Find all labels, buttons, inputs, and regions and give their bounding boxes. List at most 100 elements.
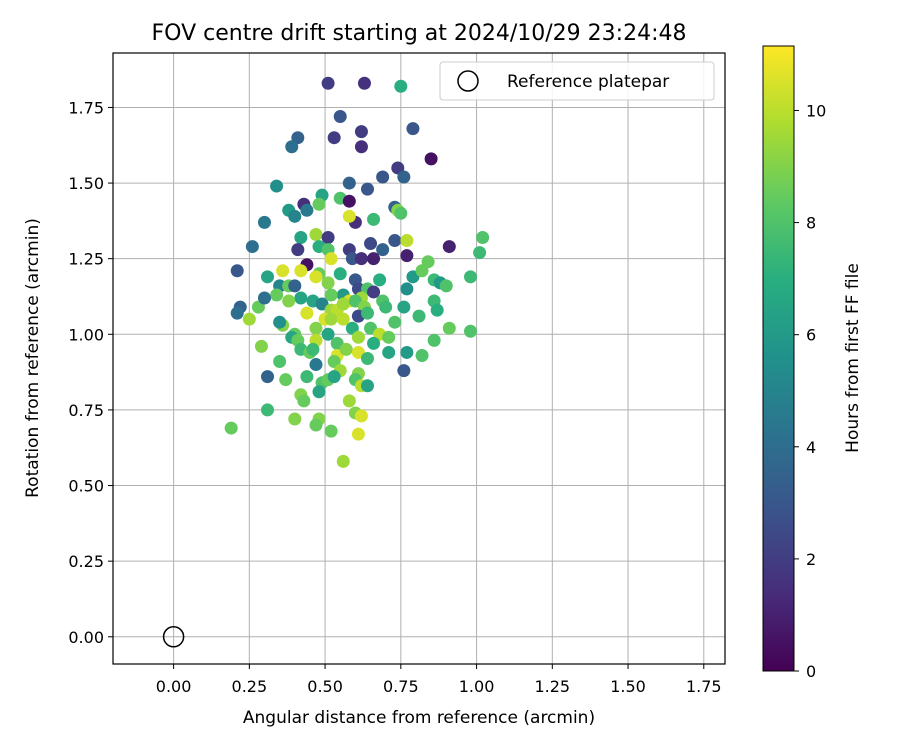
data-point-113 bbox=[321, 327, 335, 341]
data-point-89 bbox=[300, 306, 314, 320]
data-point-118 bbox=[442, 321, 456, 335]
data-point-36 bbox=[400, 234, 414, 248]
x-tick-label-0: 0.00 bbox=[156, 677, 192, 696]
data-point-162 bbox=[309, 418, 323, 432]
data-point-101 bbox=[230, 306, 244, 320]
data-point-70 bbox=[321, 276, 335, 290]
y-tick-label-6: 1.50 bbox=[68, 174, 104, 193]
x-tick-label-5: 1.25 bbox=[534, 677, 570, 696]
data-point-31 bbox=[342, 209, 356, 223]
data-point-27 bbox=[394, 206, 408, 220]
data-point-138 bbox=[273, 355, 287, 369]
data-point-50 bbox=[324, 252, 338, 266]
data-point-47 bbox=[473, 246, 487, 260]
data-point-136 bbox=[400, 345, 414, 359]
data-point-105 bbox=[324, 312, 338, 326]
data-point-158 bbox=[288, 412, 302, 426]
reference-platepar-marker bbox=[162, 626, 185, 648]
y-tick-label-1: 0.25 bbox=[68, 552, 104, 571]
data-point-1 bbox=[357, 76, 371, 90]
data-point-5 bbox=[327, 131, 341, 145]
x-axis-label: Angular distance from reference (arcmin) bbox=[243, 708, 595, 728]
y-axis-label: Rotation from reference (arcmin) bbox=[23, 218, 43, 498]
colorbar-tick-label-2: 4 bbox=[806, 438, 816, 457]
data-point-39 bbox=[291, 243, 305, 257]
data-point-15 bbox=[342, 176, 356, 190]
data-point-10 bbox=[424, 152, 438, 166]
colorbar: 0 2 4 6 8 10 Hours from first FF file bbox=[762, 45, 863, 681]
data-point-144 bbox=[261, 370, 275, 384]
data-point-117 bbox=[382, 330, 396, 344]
data-point-34 bbox=[321, 231, 335, 245]
data-point-35 bbox=[388, 234, 402, 248]
plot-frame bbox=[112, 52, 726, 665]
data-point-78 bbox=[294, 291, 308, 305]
data-point-23 bbox=[288, 209, 302, 223]
data-point-145 bbox=[279, 373, 293, 387]
scatter-points bbox=[224, 76, 490, 468]
x-tick-label-7: 1.75 bbox=[686, 677, 722, 696]
data-point-18 bbox=[312, 197, 326, 211]
data-point-163 bbox=[324, 424, 338, 438]
data-point-12 bbox=[397, 170, 411, 184]
data-point-13 bbox=[376, 170, 390, 184]
x-tick-label-6: 1.50 bbox=[610, 677, 646, 696]
data-point-127 bbox=[254, 339, 268, 353]
data-point-60 bbox=[464, 270, 478, 284]
data-point-6 bbox=[406, 122, 420, 136]
data-point-134 bbox=[360, 352, 374, 365]
colorbar-tick-label-4: 8 bbox=[806, 214, 816, 233]
data-point-0 bbox=[321, 76, 335, 90]
data-point-93 bbox=[336, 297, 350, 311]
data-point-28 bbox=[257, 215, 271, 229]
data-point-102 bbox=[242, 312, 256, 326]
y-axis-ticks: 0.00 0.25 0.50 0.75 1.00 1.25 1.50 1.75 bbox=[68, 98, 113, 647]
data-point-37 bbox=[476, 231, 490, 245]
data-point-87 bbox=[257, 291, 271, 305]
colorbar-tick-label-3: 6 bbox=[806, 326, 816, 345]
data-point-88 bbox=[282, 294, 296, 308]
data-point-130 bbox=[306, 342, 320, 356]
data-point-106 bbox=[336, 312, 350, 326]
data-point-69 bbox=[288, 279, 302, 293]
data-point-9 bbox=[354, 140, 368, 154]
data-point-57 bbox=[333, 267, 347, 281]
data-point-7 bbox=[354, 125, 368, 139]
data-point-32 bbox=[309, 227, 323, 241]
data-point-74 bbox=[400, 282, 414, 296]
data-point-52 bbox=[354, 252, 368, 266]
data-point-33 bbox=[294, 231, 308, 245]
data-point-112 bbox=[309, 321, 323, 335]
data-point-132 bbox=[339, 342, 353, 356]
data-point-97 bbox=[397, 300, 411, 314]
y-tick-label-5: 1.25 bbox=[68, 250, 104, 269]
data-point-149 bbox=[327, 370, 341, 384]
data-point-3 bbox=[333, 110, 347, 124]
x-tick-label-1: 0.25 bbox=[232, 677, 268, 696]
data-point-165 bbox=[224, 421, 238, 435]
data-point-80 bbox=[324, 288, 338, 302]
grid bbox=[113, 53, 725, 664]
data-point-53 bbox=[367, 252, 381, 266]
data-point-98 bbox=[412, 309, 426, 323]
data-point-65 bbox=[373, 273, 387, 287]
data-point-14 bbox=[270, 179, 284, 193]
y-tick-label-7: 1.75 bbox=[68, 98, 104, 117]
data-point-48 bbox=[230, 264, 244, 278]
colorbar-tick-label-1: 2 bbox=[806, 550, 816, 569]
colorbar-tick-label-5: 10 bbox=[806, 101, 826, 120]
data-point-139 bbox=[309, 358, 323, 372]
data-point-24 bbox=[300, 203, 314, 217]
colorbar-label: Hours from first FF file bbox=[843, 263, 863, 453]
data-point-143 bbox=[397, 364, 411, 378]
legend-label: Reference platepar bbox=[507, 72, 669, 92]
data-point-16 bbox=[360, 182, 374, 196]
data-point-108 bbox=[360, 306, 374, 320]
chart-title: FOV centre drift starting at 2024/10/29 … bbox=[152, 21, 687, 46]
y-tick-label-2: 0.50 bbox=[68, 477, 104, 496]
data-point-156 bbox=[342, 394, 356, 408]
data-point-110 bbox=[273, 315, 287, 329]
data-point-55 bbox=[276, 264, 290, 278]
data-point-59 bbox=[415, 264, 429, 278]
